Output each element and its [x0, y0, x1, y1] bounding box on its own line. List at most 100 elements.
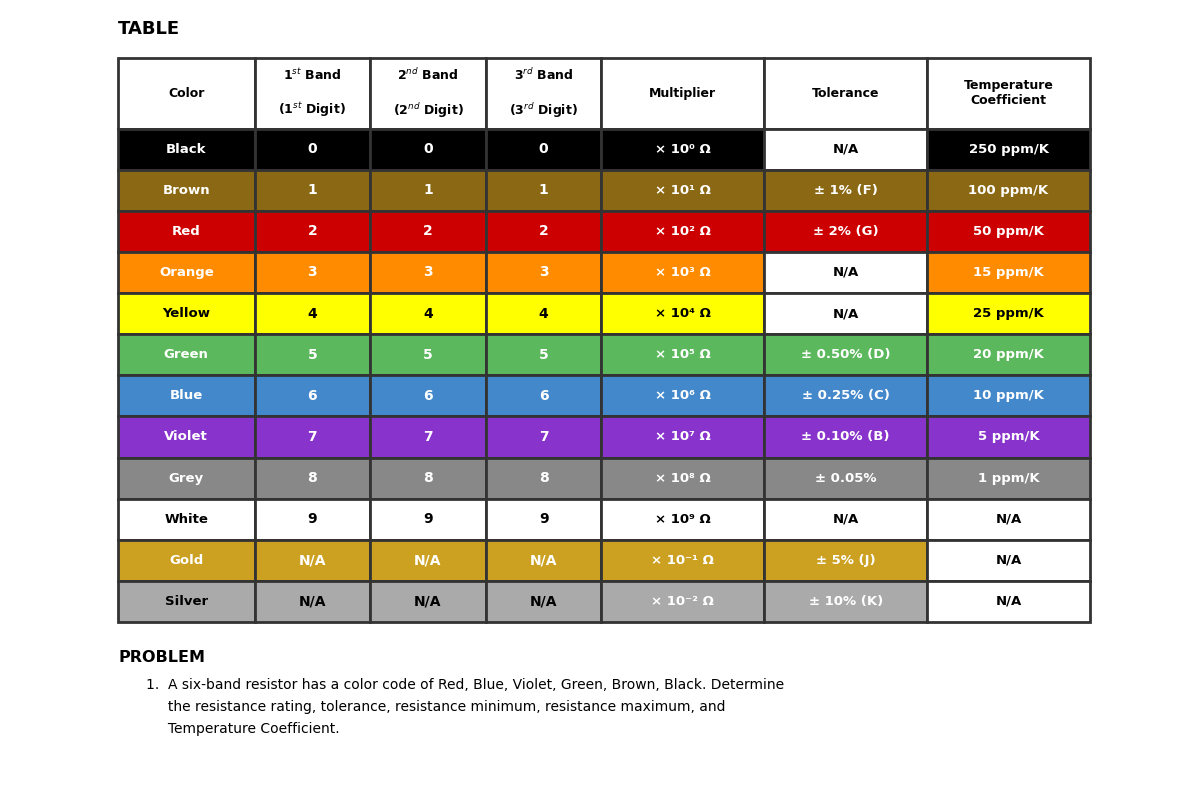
Text: N/A: N/A — [833, 307, 859, 320]
Text: 1$^{st}$ Band

(1$^{st}$ Digit): 1$^{st}$ Band (1$^{st}$ Digit) — [278, 67, 347, 119]
Text: White: White — [164, 513, 209, 526]
Text: Temperature
Coefficient: Temperature Coefficient — [964, 79, 1054, 107]
Text: × 10⁶ Ω: × 10⁶ Ω — [655, 389, 710, 403]
Bar — [370, 129, 486, 170]
Text: 1: 1 — [307, 183, 317, 197]
Bar — [928, 293, 1090, 334]
Bar — [370, 499, 486, 540]
Text: Yellow: Yellow — [162, 307, 210, 320]
Text: × 10⁹ Ω: × 10⁹ Ω — [655, 513, 710, 526]
Bar — [370, 540, 486, 581]
Bar — [370, 457, 486, 499]
Bar — [764, 129, 928, 170]
Text: N/A: N/A — [996, 553, 1021, 567]
Bar — [254, 376, 370, 416]
Text: ± 0.10% (B): ± 0.10% (B) — [802, 430, 890, 443]
Text: 3$^{rd}$ Band

(3$^{rd}$ Digit): 3$^{rd}$ Band (3$^{rd}$ Digit) — [509, 67, 578, 120]
Text: 0: 0 — [424, 142, 433, 156]
Text: 7: 7 — [307, 430, 317, 444]
Bar — [764, 376, 928, 416]
Bar — [486, 129, 601, 170]
Text: N/A: N/A — [414, 595, 442, 608]
Bar — [118, 499, 254, 540]
Text: 6: 6 — [307, 389, 317, 403]
Bar — [601, 499, 764, 540]
Bar — [370, 376, 486, 416]
Text: ± 1% (F): ± 1% (F) — [814, 183, 877, 197]
Bar — [601, 416, 764, 457]
Text: 5: 5 — [539, 348, 548, 362]
Bar — [486, 58, 601, 129]
Bar — [118, 334, 254, 376]
Text: ± 0.50% (D): ± 0.50% (D) — [800, 349, 890, 361]
Bar — [486, 170, 601, 210]
Bar — [370, 293, 486, 334]
Bar — [370, 581, 486, 622]
Text: TABLE: TABLE — [118, 20, 180, 38]
Bar — [254, 170, 370, 210]
Text: the resistance rating, tolerance, resistance minimum, resistance maximum, and: the resistance rating, tolerance, resist… — [146, 700, 726, 714]
Text: 0: 0 — [539, 142, 548, 156]
Bar — [928, 416, 1090, 457]
Bar — [486, 334, 601, 376]
Bar — [118, 540, 254, 581]
Text: N/A: N/A — [996, 513, 1021, 526]
Bar — [928, 376, 1090, 416]
Text: Violet: Violet — [164, 430, 208, 443]
Text: Silver: Silver — [164, 595, 208, 608]
Text: 10 ppm/K: 10 ppm/K — [973, 389, 1044, 403]
Text: ± 0.05%: ± 0.05% — [815, 472, 876, 484]
Bar — [254, 293, 370, 334]
Text: Temperature Coefficient.: Temperature Coefficient. — [146, 722, 340, 736]
Text: Orange: Orange — [158, 266, 214, 279]
Bar — [254, 129, 370, 170]
Text: Gold: Gold — [169, 553, 204, 567]
Bar — [118, 252, 254, 293]
Text: 3: 3 — [539, 265, 548, 279]
Bar — [118, 293, 254, 334]
Text: × 10² Ω: × 10² Ω — [655, 225, 710, 238]
Text: 1.  A six-band resistor has a color code of Red, Blue, Violet, Green, Brown, Bla: 1. A six-band resistor has a color code … — [146, 678, 784, 692]
Text: Green: Green — [164, 349, 209, 361]
Text: 2: 2 — [539, 225, 548, 238]
Text: N/A: N/A — [530, 595, 557, 608]
Text: × 10³ Ω: × 10³ Ω — [655, 266, 710, 279]
Bar — [764, 416, 928, 457]
Bar — [370, 210, 486, 252]
Bar — [118, 376, 254, 416]
Bar — [254, 416, 370, 457]
Bar — [928, 210, 1090, 252]
Bar — [254, 58, 370, 129]
Bar — [601, 540, 764, 581]
Text: 9: 9 — [307, 512, 317, 526]
Text: × 10⁻¹ Ω: × 10⁻¹ Ω — [652, 553, 714, 567]
Text: × 10⁰ Ω: × 10⁰ Ω — [655, 143, 710, 156]
Bar — [601, 170, 764, 210]
Text: 250 ppm/K: 250 ppm/K — [968, 143, 1049, 156]
Bar — [601, 293, 764, 334]
Bar — [601, 581, 764, 622]
Text: 4: 4 — [424, 306, 433, 321]
Text: × 10⁻² Ω: × 10⁻² Ω — [652, 595, 714, 608]
Bar — [486, 416, 601, 457]
Bar — [118, 457, 254, 499]
Text: 8: 8 — [539, 471, 548, 485]
Bar — [254, 581, 370, 622]
Text: 5: 5 — [307, 348, 317, 362]
Text: 6: 6 — [539, 389, 548, 403]
Text: 100 ppm/K: 100 ppm/K — [968, 183, 1049, 197]
Text: × 10⁵ Ω: × 10⁵ Ω — [655, 349, 710, 361]
Bar — [370, 170, 486, 210]
Bar — [928, 334, 1090, 376]
Text: 0: 0 — [307, 142, 317, 156]
Bar — [370, 334, 486, 376]
Bar — [764, 457, 928, 499]
Text: 4: 4 — [539, 306, 548, 321]
Bar — [370, 416, 486, 457]
Bar — [928, 540, 1090, 581]
Bar — [764, 581, 928, 622]
Bar — [118, 210, 254, 252]
Bar — [486, 540, 601, 581]
Text: 25 ppm/K: 25 ppm/K — [973, 307, 1044, 320]
Bar — [764, 499, 928, 540]
